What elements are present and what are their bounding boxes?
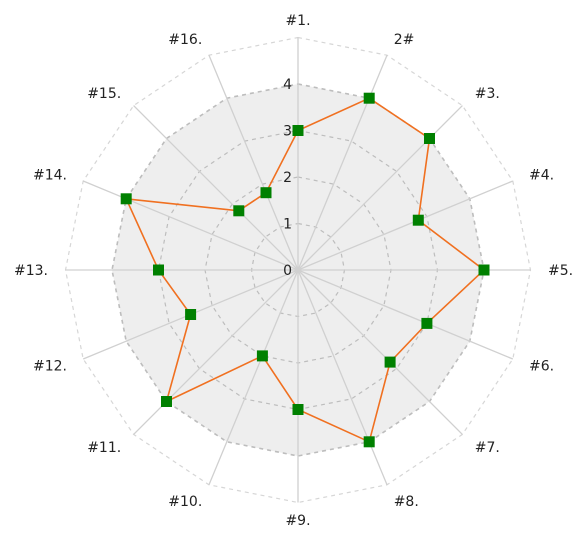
category-label-4: #4. [529, 167, 554, 183]
data-point-15[interactable] [233, 205, 245, 217]
data-point-2[interactable] [363, 92, 375, 104]
grid-ring-4 [111, 83, 485, 457]
category-label-layer: #1. 2# #3. #4. #5. #6. #7. #8. #9. #10. #11. #12. #1… [14, 13, 573, 529]
spoke-7 [297, 269, 463, 435]
data-point-3[interactable] [424, 133, 435, 144]
spoke-10 [208, 269, 299, 486]
spoke-2 [297, 54, 388, 271]
category-label-3: #3. [475, 86, 500, 102]
category-label-8: #8. [394, 494, 419, 510]
data-point-7[interactable] [384, 356, 396, 368]
category-label-2: 2# [394, 32, 415, 48]
data-point-16[interactable] [260, 187, 272, 199]
category-label-12: #12. [33, 359, 67, 375]
category-label-14: #14. [33, 167, 67, 183]
data-point-9[interactable] [292, 404, 304, 415]
radial-tick-label-1: 1 [283, 217, 292, 233]
radial-tick-label-4: 4 [283, 77, 292, 93]
marker-layer [120, 92, 490, 448]
category-label-15: #15. [87, 86, 121, 102]
category-label-6: #6. [529, 359, 554, 375]
category-label-7: #7. [475, 440, 500, 456]
data-point-13[interactable] [153, 264, 164, 276]
data-point-5[interactable] [478, 264, 490, 276]
category-label-16: #16. [168, 32, 202, 48]
spoke-layer [65, 37, 531, 503]
spoke-6 [297, 269, 514, 360]
category-label-10: #10. [168, 494, 202, 510]
data-point-10[interactable] [256, 350, 268, 362]
category-label-1: #1. [285, 13, 310, 29]
grid-ring-5 [64, 36, 532, 504]
data-point-6[interactable] [421, 317, 433, 329]
data-point-14[interactable] [120, 193, 132, 205]
spoke-4 [297, 180, 514, 271]
radial-tick-label-2: 2 [283, 170, 292, 186]
category-label-9: #9. [285, 513, 310, 529]
category-label-13: #13. [14, 263, 48, 279]
spoke-8 [297, 269, 388, 486]
data-point-1[interactable] [292, 125, 304, 136]
spoke-14 [82, 180, 299, 271]
tick-label-layer: 0 1 2 3 4 [283, 77, 292, 279]
data-point-12[interactable] [185, 309, 197, 320]
spoke-16 [208, 54, 299, 271]
category-label-5: #5. [548, 263, 573, 279]
radial-tick-label-0: 0 [283, 263, 292, 279]
data-point-8[interactable] [363, 436, 375, 448]
spoke-15 [133, 105, 299, 271]
data-point-11[interactable] [161, 396, 172, 407]
data-point-4[interactable] [412, 214, 424, 226]
category-label-11: #11. [87, 440, 121, 456]
radial-tick-label-3: 3 [283, 124, 292, 140]
